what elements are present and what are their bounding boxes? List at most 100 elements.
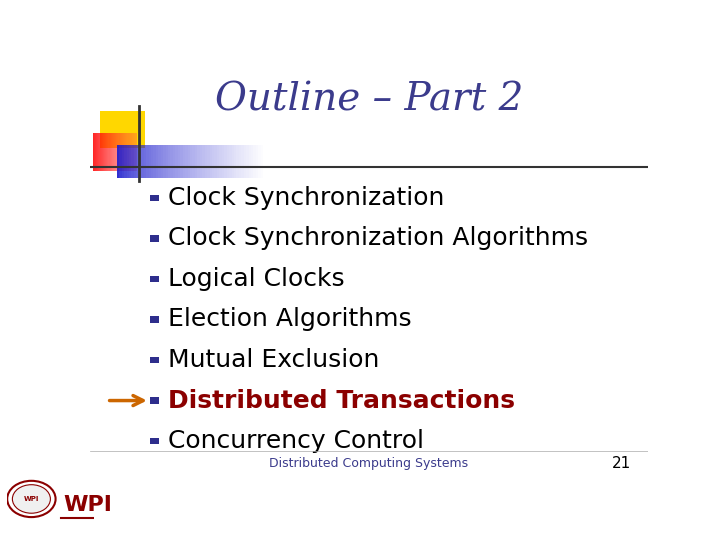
Bar bbox=[125, 133, 126, 171]
Bar bbox=[127, 133, 128, 171]
Bar bbox=[190, 145, 192, 178]
Bar bbox=[94, 133, 95, 171]
Bar bbox=[166, 145, 168, 178]
Bar bbox=[139, 145, 141, 178]
Bar bbox=[122, 133, 123, 171]
Bar bbox=[146, 145, 148, 178]
Bar bbox=[148, 145, 151, 178]
Bar bbox=[178, 145, 180, 178]
Bar bbox=[120, 133, 121, 171]
Bar bbox=[244, 145, 246, 178]
Bar bbox=[107, 133, 109, 171]
Bar bbox=[234, 145, 236, 178]
Bar bbox=[176, 145, 178, 178]
Bar bbox=[183, 145, 185, 178]
Bar bbox=[204, 145, 207, 178]
Bar bbox=[215, 145, 217, 178]
Bar bbox=[232, 145, 234, 178]
Bar bbox=[180, 145, 183, 178]
Text: WPI: WPI bbox=[63, 495, 112, 516]
Bar bbox=[192, 145, 195, 178]
Bar bbox=[136, 145, 139, 178]
Bar bbox=[136, 133, 138, 171]
Bar bbox=[134, 133, 135, 171]
Bar bbox=[229, 145, 232, 178]
Bar bbox=[150, 316, 158, 323]
Bar bbox=[111, 133, 112, 171]
Bar bbox=[113, 133, 114, 171]
Bar bbox=[158, 145, 161, 178]
Bar bbox=[133, 133, 134, 171]
Bar bbox=[93, 133, 94, 171]
Bar bbox=[101, 133, 102, 171]
Bar bbox=[220, 145, 222, 178]
Bar bbox=[150, 357, 158, 363]
Text: Concurrency Control: Concurrency Control bbox=[168, 429, 424, 453]
Bar bbox=[122, 145, 124, 178]
Bar bbox=[124, 145, 127, 178]
Bar bbox=[103, 133, 104, 171]
Bar bbox=[100, 111, 145, 148]
Bar bbox=[105, 133, 106, 171]
Bar bbox=[114, 133, 115, 171]
Bar bbox=[117, 145, 120, 178]
Bar bbox=[195, 145, 197, 178]
Bar bbox=[121, 133, 122, 171]
Bar bbox=[132, 133, 133, 171]
Bar bbox=[117, 133, 119, 171]
Circle shape bbox=[12, 485, 50, 513]
Text: Distributed Transactions: Distributed Transactions bbox=[168, 389, 515, 413]
Bar bbox=[141, 145, 143, 178]
Bar bbox=[112, 133, 113, 171]
Bar bbox=[150, 235, 158, 242]
Bar bbox=[134, 145, 136, 178]
Bar bbox=[109, 133, 111, 171]
Bar bbox=[251, 145, 253, 178]
Bar bbox=[150, 194, 158, 201]
Bar bbox=[95, 133, 96, 171]
Bar bbox=[185, 145, 188, 178]
Bar bbox=[124, 133, 125, 171]
Bar bbox=[256, 145, 258, 178]
Bar bbox=[199, 145, 202, 178]
Bar bbox=[123, 133, 124, 171]
Bar bbox=[248, 145, 251, 178]
Bar bbox=[224, 145, 227, 178]
Bar bbox=[153, 145, 156, 178]
Bar bbox=[97, 133, 99, 171]
Bar bbox=[241, 145, 244, 178]
Text: Clock Synchronization: Clock Synchronization bbox=[168, 186, 444, 210]
Bar bbox=[156, 145, 158, 178]
Text: Clock Synchronization Algorithms: Clock Synchronization Algorithms bbox=[168, 226, 588, 251]
Text: Election Algorithms: Election Algorithms bbox=[168, 307, 412, 332]
Bar bbox=[99, 133, 101, 171]
Text: Logical Clocks: Logical Clocks bbox=[168, 267, 345, 291]
Bar bbox=[236, 145, 239, 178]
Bar bbox=[120, 145, 122, 178]
Text: Outline – Part 2: Outline – Part 2 bbox=[215, 82, 523, 119]
Bar bbox=[150, 397, 158, 404]
Bar bbox=[151, 145, 153, 178]
Bar bbox=[135, 133, 136, 171]
Bar bbox=[222, 145, 224, 178]
Bar bbox=[102, 133, 103, 171]
Bar bbox=[239, 145, 241, 178]
Bar bbox=[168, 145, 171, 178]
Bar bbox=[188, 145, 190, 178]
Bar bbox=[207, 145, 210, 178]
Bar bbox=[202, 145, 204, 178]
Text: Distributed Computing Systems: Distributed Computing Systems bbox=[269, 457, 469, 470]
Bar bbox=[227, 145, 229, 178]
Bar bbox=[210, 145, 212, 178]
Bar bbox=[104, 133, 105, 171]
Bar bbox=[212, 145, 215, 178]
Bar bbox=[131, 133, 132, 171]
Bar bbox=[261, 145, 264, 178]
Bar bbox=[161, 145, 163, 178]
Text: 21: 21 bbox=[612, 456, 631, 471]
Text: WPI: WPI bbox=[24, 496, 39, 502]
Bar bbox=[116, 133, 117, 171]
Bar bbox=[128, 133, 130, 171]
Bar bbox=[127, 145, 129, 178]
Bar bbox=[150, 275, 158, 282]
